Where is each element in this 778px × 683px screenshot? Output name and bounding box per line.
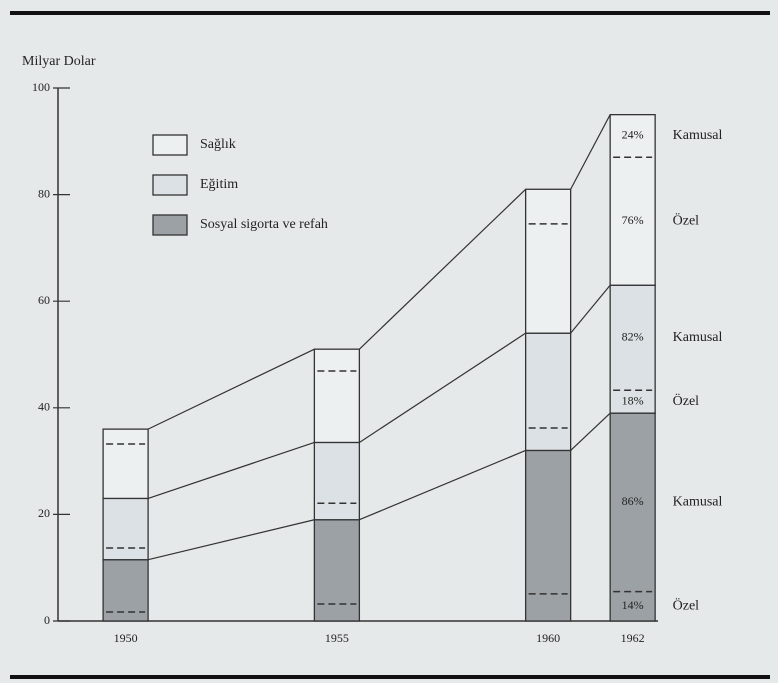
bar-segment (102, 559, 149, 622)
y-tick-label: 0 (44, 613, 50, 627)
x-tick-label: 1962 (621, 631, 645, 645)
bar-segment (524, 449, 572, 622)
private-percent: 18% (622, 393, 644, 407)
connector (358, 188, 527, 350)
bar-segment (524, 188, 572, 334)
legend-label: Sosyal sigorta ve refah (200, 217, 328, 232)
legend-label: Eğitim (200, 177, 238, 192)
connector (359, 332, 526, 443)
public-percent: 24% (622, 128, 644, 142)
private-annotation: Özel (673, 597, 700, 614)
connector (147, 441, 315, 499)
connector (147, 348, 315, 430)
private-annotation: Özel (673, 211, 700, 228)
x-tick-label: 1950 (114, 631, 138, 645)
y-axis-label: Milyar Dolar (22, 54, 96, 69)
private-percent: 76% (622, 213, 644, 227)
legend-swatch (152, 214, 188, 236)
private-percent: 14% (622, 598, 644, 612)
connector (147, 519, 315, 561)
bar-segment (609, 114, 656, 286)
connector (570, 412, 611, 451)
public-annotation: Kamusal (673, 495, 723, 510)
bar-segment (102, 497, 149, 561)
legend-label: Sağlık (200, 137, 236, 152)
bar-segment (313, 519, 361, 622)
y-tick-label: 20 (38, 506, 50, 520)
x-tick-label: 1960 (536, 631, 560, 645)
public-annotation: Kamusal (673, 128, 723, 143)
bar-segment (609, 412, 656, 622)
public-annotation: Kamusal (673, 330, 723, 345)
y-tick-label: 40 (38, 400, 50, 414)
y-tick-label: 60 (38, 293, 50, 307)
public-percent: 82% (622, 329, 644, 343)
connector (359, 449, 526, 521)
bar-segment (524, 332, 572, 452)
y-tick-label: 80 (38, 186, 50, 200)
bar-segment (313, 441, 361, 521)
y-tick-label: 100 (32, 80, 50, 94)
connector (570, 114, 611, 190)
connector (570, 284, 611, 334)
x-tick-label: 1955 (325, 631, 349, 645)
legend-swatch (152, 134, 188, 156)
bar-segment (313, 348, 361, 444)
private-annotation: Özel (673, 392, 700, 409)
bar-segment (102, 428, 149, 500)
public-percent: 86% (622, 494, 644, 508)
legend-swatch (152, 174, 188, 196)
